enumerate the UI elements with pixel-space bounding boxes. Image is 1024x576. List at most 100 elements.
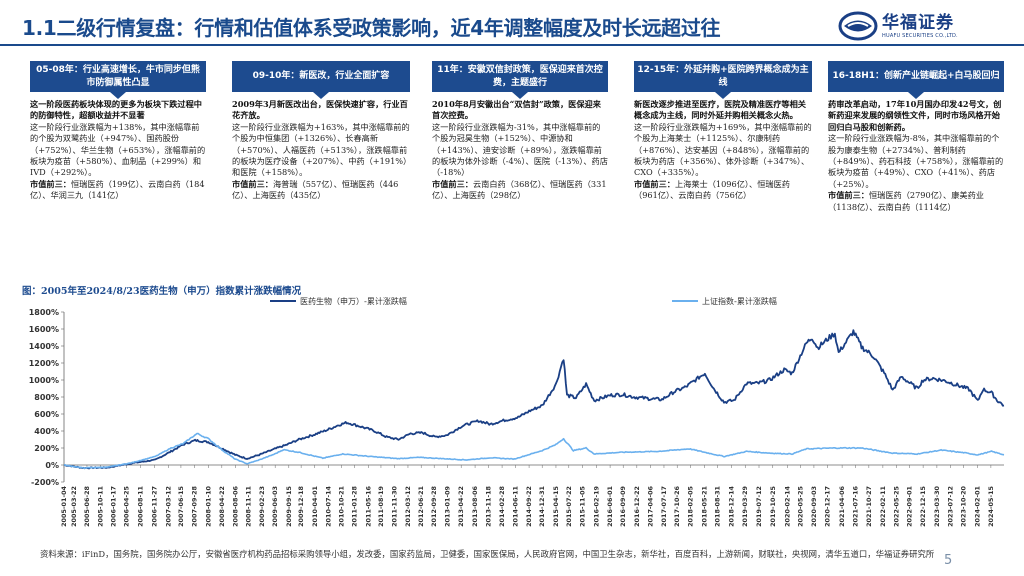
phase-description: 药审改革启动，17年10月国办印发42号文，创新药迎来发展的纲领性文件，同时市场… — [828, 99, 1004, 213]
x-tick-label: 2022-05-25 — [892, 486, 900, 527]
x-tick-label: 2017-04-06 — [647, 485, 655, 526]
x-tick-label: 2006-08-11 — [137, 486, 145, 527]
phase-top3: 云南白药（368亿）、恒瑞医药（331亿）、上海医药（298亿） — [432, 178, 607, 201]
x-tick-label: 2005-03-22 — [70, 486, 78, 527]
x-tick-label: 2018-05-21 — [700, 486, 708, 527]
x-tick-label: 2007-03-12 — [164, 486, 172, 527]
x-tick-label: 2013-04-22 — [457, 486, 465, 527]
x-tick-label: 2016-02-19 — [593, 485, 601, 526]
x-tick-label: 2005-06-28 — [83, 485, 91, 526]
phase-description: 2009年3月新医改出台，医保快速扩容，行业百花齐放。 这一阶段行业涨跌幅为+16… — [232, 99, 410, 202]
x-tick-label: 2010-10-21 — [337, 486, 345, 527]
phase-heading: 09-10年：新医改，行业全面扩容 — [232, 61, 410, 92]
phase-heading: 12-15年：外延并购+医院跨界概念成为主线 — [634, 61, 812, 92]
x-tick-label: 2019-10-25 — [769, 486, 777, 527]
phase-lead: 新医改逐步推进至医疗，医院及精准医疗等相关概念成为主线，同时外延并购相关概念火热… — [634, 99, 806, 121]
y-tick-label: 1800% — [29, 308, 59, 317]
page-title: 1.1二级行情复盘：行情和估值体系受政策影响，近4年调整幅度及时长远超过往 — [22, 16, 721, 40]
y-tick-label: 800% — [34, 393, 59, 402]
x-tick-label: 2014-09-22 — [525, 486, 533, 527]
logo-text: 华福证券 — [882, 13, 954, 33]
phase-top3-label: 市值前三： — [30, 178, 71, 189]
x-tick-label: 2023-07-12 — [947, 486, 955, 527]
phase-description: 新医改逐步推进至医疗，医院及精准医疗等相关概念成为主线，同时外延并购相关概念火热… — [634, 99, 812, 202]
x-tick-label: 2022-09-01 — [905, 486, 913, 527]
cumulative-return-chart: -200% 0% 200% 400% 600% 800% 1000% 1200% 1400% 16… — [29, 296, 1005, 527]
x-tick-label: 2011-08-19 — [377, 485, 385, 526]
x-tick-label: 2010-04-01 — [311, 486, 319, 527]
logo-subtext: HUAFU SECURITIES CO.,LTD. — [882, 33, 958, 39]
x-tick-label: 2021-07-16 — [851, 485, 859, 526]
x-tick-label: 2018-02-05 — [687, 486, 695, 527]
phase-top3: 上海莱士（1096亿）、恒瑞医药（961亿）、云南白药（756亿） — [634, 178, 790, 201]
x-tick-label: 2008-04-22 — [218, 486, 226, 527]
x-tick-label: 2009-12-18 — [297, 485, 305, 526]
title-divider — [0, 44, 1024, 46]
phase-lead: 这一阶段医药板块体现的更多为板块下跌过程中的防御特性，超额收益并不显著 — [30, 99, 202, 121]
x-tick-label: 2011-01-28 — [350, 485, 358, 526]
page-number: 5 — [944, 553, 953, 568]
x-tick-label: 2006-01-17 — [110, 486, 118, 527]
x-tick-label: 2020-05-25 — [797, 486, 805, 527]
phase-arrow-icon — [908, 92, 924, 99]
x-tick-label: 2006-11-27 — [151, 486, 159, 527]
series-line-shanghai — [63, 432, 1005, 469]
phase-heading: 05-08年：行业高速增长，牛市同步但熊市防御属性凸显 — [30, 61, 206, 92]
x-tick-label: 2012-03-12 — [404, 486, 412, 527]
x-tick-label: 2017-07-17 — [660, 486, 668, 527]
x-tick-label: 2009-09-15 — [285, 486, 293, 527]
huafu-logo-icon — [838, 11, 878, 41]
legend-label: 上证指数-累计涨跌幅 — [702, 296, 777, 306]
x-tick-label: 2015-07-22 — [565, 486, 573, 527]
phase-description: 2010年8月安徽出台“双信封”政策，医保迎来首次控费。 这一阶段行业涨跌幅为-3… — [432, 99, 608, 202]
x-tick-label: 2015-11-05 — [579, 486, 587, 527]
x-tick-label: 2018-12-14 — [727, 485, 735, 526]
phase-description: 这一阶段医药板块体现的更多为板块下跌过程中的防御特性，超额收益并不显著 这一阶段行… — [30, 99, 206, 202]
x-tick-label: 2011-05-16 — [365, 485, 373, 526]
phase-heading: 11年：安徽双信封政策，医保迎来首次控费，主题盛行 — [432, 61, 608, 92]
x-tick-label: 2023-03-30 — [933, 485, 941, 526]
phase-detail: 这一阶段行业涨跌幅为+169%，其中涨幅靠前的个股为上海莱士（+1125%）、尔… — [634, 121, 812, 178]
x-tick-label: 2016-12-22 — [633, 486, 641, 527]
phase-top3: 恒瑞医药（2790亿）、康美药业（1138亿）、云南白药（1114亿） — [828, 190, 984, 212]
legend-label: 医药生物（申万）-累计涨跌幅 — [300, 296, 407, 306]
x-tick-label: 2015-04-15 — [552, 486, 560, 527]
x-tick-label: 2018-08-31 — [714, 486, 722, 527]
x-tick-label: 2016-09-09 — [619, 485, 627, 526]
phase-top3-label: 市值前三： — [634, 178, 675, 189]
x-tick-label: 2012-09-28 — [430, 485, 438, 526]
phase-detail: 这一阶段行业涨跌幅为+138%，其中涨幅靠前的个股为双鹭药业（+947%）、国药… — [30, 121, 206, 178]
phase-top3-label: 市值前三： — [828, 190, 869, 201]
phase-lead: 2010年8月安徽出台“双信封”政策，医保迎来首次控费。 — [432, 99, 601, 121]
x-tick-label: 2022-02-11 — [879, 486, 887, 527]
x-tick-label: 2019-03-29 — [741, 485, 749, 526]
x-tick-label: 2014-06-11 — [512, 486, 520, 527]
phase-box: 12-15年：外延并购+医院跨界概念成为主线新医改逐步推进至医疗，医院及精准医疗… — [634, 61, 812, 202]
x-tick-label: 2008-11-11 — [244, 486, 252, 527]
x-tick-label: 2006-04-25 — [122, 486, 130, 527]
phase-top3: 恒瑞医药（199亿）、云南白药（184亿）、华润三九（141亿） — [30, 178, 205, 201]
x-tick-label: 2014-12-31 — [538, 486, 546, 527]
x-tick-label: 2007-09-28 — [191, 485, 199, 526]
x-tick-label: 2020-02-14 — [783, 485, 791, 526]
phase-lead: 药审改革启动，17年10月国办印发42号文，创新药迎来发展的纲领性文件，同时市场… — [828, 99, 1002, 132]
x-tick-label: 2005-01-04 — [60, 485, 68, 526]
x-tick-label: 2012-06-21 — [417, 486, 425, 527]
phase-arrow-icon — [313, 92, 329, 99]
x-tick-label: 2016-06-01 — [606, 486, 614, 527]
y-tick-label: 1200% — [29, 359, 59, 368]
y-tick-label: 200% — [34, 444, 59, 453]
company-logo: 华福证券 HUAFU SECURITIES CO.,LTD. — [838, 6, 1018, 46]
chart-title: 图：2005年至2024/8/23医药生物（申万）指数累计涨跌幅情况 — [22, 286, 302, 297]
y-tick-label: 1400% — [29, 342, 59, 351]
phase-box: 16-18H1：创新产业链崛起+白马股回归 药审改革启动，17年10月国办印发42… — [828, 61, 1004, 213]
phase-detail: 这一阶段行业涨跌幅为-31%，其中涨幅靠前的个股为冠昊生物（+152%）、中源协… — [432, 121, 608, 178]
x-tick-label: 2024-05-15 — [987, 486, 995, 527]
y-tick-label: 400% — [34, 427, 59, 436]
x-tick-label: 2019-07-12 — [755, 486, 763, 527]
phase-top3-label: 市值前三： — [232, 178, 273, 189]
y-tick-label: 1000% — [29, 376, 59, 385]
phase-box: 11年：安徽双信封政策，医保迎来首次控费，主题盛行 2010年8月安徽出台“双信封… — [432, 61, 608, 202]
phase-detail: 这一阶段行业涨跌幅为-8%，其中涨幅靠前的个股为康泰生物（+2734%）、普利制… — [828, 133, 1004, 189]
x-tick-label: 2023-10-20 — [960, 485, 968, 526]
